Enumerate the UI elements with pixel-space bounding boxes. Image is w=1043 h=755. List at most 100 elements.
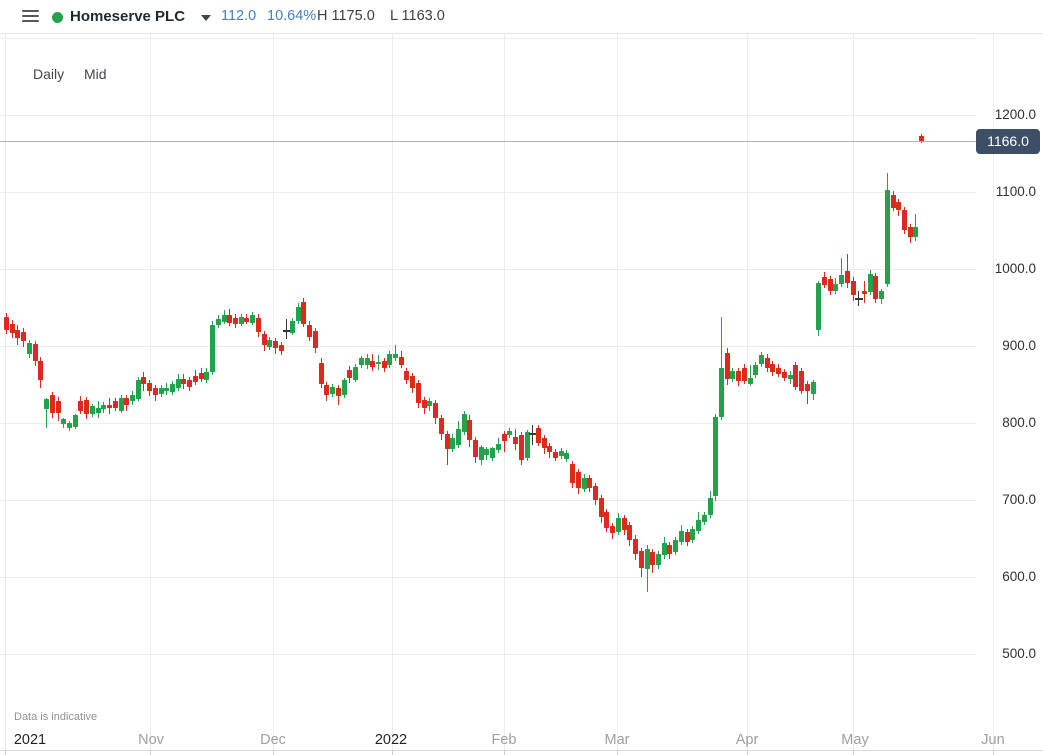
- candle-body: [342, 379, 347, 395]
- candle-body: [416, 382, 421, 403]
- candle-body: [27, 342, 32, 355]
- candle-body: [153, 388, 158, 395]
- candle-body: [496, 443, 501, 450]
- candle-body: [690, 529, 695, 541]
- candle-body: [187, 379, 192, 387]
- candle-body: [176, 379, 181, 389]
- h-gridline: [0, 423, 976, 424]
- candle-body: [908, 226, 913, 238]
- candle-body: [427, 401, 432, 407]
- candle-body: [479, 446, 484, 460]
- candle-body: [67, 423, 72, 428]
- candle-body: [307, 325, 312, 337]
- candle-body: [582, 477, 587, 490]
- x-axis-label: Dec: [260, 732, 286, 748]
- candle-body: [484, 449, 489, 456]
- candle-body: [708, 498, 713, 515]
- candle-body: [233, 318, 238, 324]
- candle-body: [587, 478, 592, 488]
- current-price-label: 1166.0: [987, 133, 1029, 149]
- candle-body: [891, 195, 896, 209]
- candle-body: [204, 372, 209, 380]
- candle-body: [262, 333, 267, 346]
- candle-body: [839, 275, 844, 284]
- candle-body: [61, 419, 66, 424]
- y-axis-label: 1100.0: [995, 184, 1036, 199]
- candle-body: [542, 438, 547, 448]
- h-gridline: [0, 192, 976, 193]
- candle-body: [222, 315, 227, 323]
- candle-body: [502, 433, 507, 441]
- candle-body: [599, 498, 604, 517]
- candle-body: [793, 365, 798, 387]
- candle-body: [702, 514, 707, 522]
- candle-body: [393, 353, 398, 359]
- candle-body: [10, 324, 15, 333]
- candle-body: [604, 512, 609, 528]
- candle-body: [770, 363, 775, 373]
- candle-body: [301, 302, 306, 324]
- v-gridline: [993, 34, 994, 750]
- v-gridline: [504, 34, 505, 750]
- tab-mid[interactable]: Mid: [84, 66, 107, 82]
- candle-body: [753, 365, 758, 376]
- candle-doji-bar: [528, 432, 537, 435]
- candle-body: [547, 446, 552, 453]
- y-axis-label: 800.0: [1002, 415, 1036, 430]
- x-axis-label: Jun: [981, 732, 1005, 748]
- x-axis-tick: [150, 750, 151, 755]
- candle-body: [33, 343, 38, 361]
- candle-body: [845, 271, 850, 283]
- instrument-name[interactable]: Homeserve PLC: [70, 8, 186, 25]
- candle-body: [84, 399, 89, 414]
- candle-body: [610, 526, 615, 534]
- market-open-dot-icon: [52, 12, 63, 23]
- x-axis-label: May: [841, 732, 869, 748]
- candle-body: [101, 404, 106, 410]
- candle-body: [788, 375, 793, 380]
- candle-body: [799, 370, 804, 391]
- candle-body: [862, 290, 867, 294]
- candle-doji-bar: [282, 330, 291, 333]
- candle-body: [536, 428, 541, 443]
- candle-body: [633, 538, 638, 554]
- candle-body: [107, 404, 112, 408]
- candle-doji-bar: [854, 298, 863, 301]
- y-axis-label: 500.0: [1002, 646, 1036, 661]
- menu-icon[interactable]: [22, 10, 39, 24]
- candle-wick: [807, 380, 808, 404]
- toolbar: Homeserve PLC 112.0 10.64% H 1175.0 L 11…: [0, 0, 1043, 34]
- candle-body: [239, 316, 244, 324]
- candle-body: [141, 376, 146, 385]
- candle-body: [164, 388, 169, 391]
- candle-body: [885, 190, 890, 284]
- candle-body: [868, 274, 873, 293]
- price-change: 112.0: [221, 8, 257, 24]
- tab-daily[interactable]: Daily: [33, 66, 65, 82]
- h-gridline: [0, 346, 976, 347]
- candle-body: [576, 472, 581, 489]
- candle-body: [811, 382, 816, 394]
- candle-body: [828, 279, 833, 291]
- candle-body: [919, 135, 924, 142]
- candle-body: [713, 416, 718, 497]
- candle-body: [564, 453, 569, 460]
- day-low: L 1163.0: [390, 8, 445, 24]
- chevron-down-icon[interactable]: [201, 15, 211, 21]
- h-gridline: [0, 577, 976, 578]
- candle-body: [805, 383, 810, 391]
- x-axis-tick: [273, 750, 274, 755]
- x-axis-tick: [504, 750, 505, 755]
- x-axis-baseline: [0, 750, 1043, 751]
- candle-body: [4, 316, 9, 330]
- candle-body: [119, 397, 124, 412]
- candle-body: [873, 275, 878, 300]
- candle-body: [913, 227, 918, 238]
- x-axis-label: Nov: [138, 732, 164, 748]
- candle-body: [445, 433, 450, 450]
- watermark: Data is indicative: [14, 711, 98, 723]
